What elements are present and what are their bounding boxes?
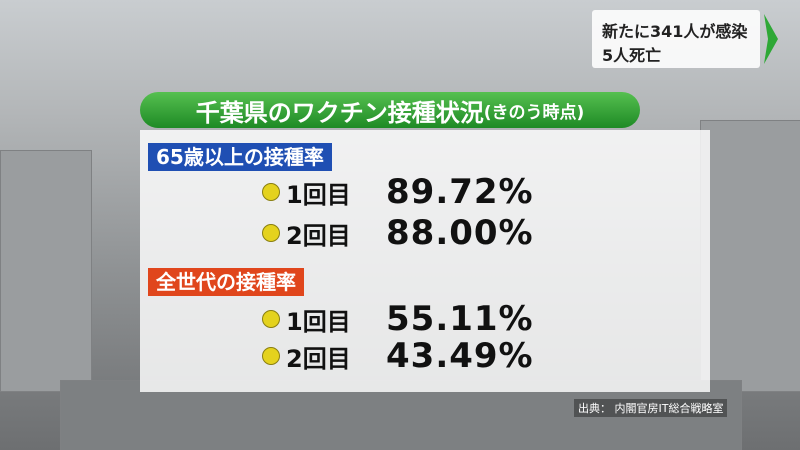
title: 千葉県のワクチン接種状況 [195, 98, 484, 127]
row: 2回目 88.00% [262, 213, 534, 253]
bullet [262, 347, 280, 365]
bullet [262, 183, 280, 201]
rate: 89.72% [386, 172, 534, 212]
rate: 55.11% [386, 299, 534, 339]
dose-label: 2回目 [286, 344, 351, 373]
rate: 43.49% [386, 336, 534, 376]
building [0, 150, 92, 392]
dose-label: 1回目 [286, 180, 351, 209]
row: 2回目 43.49% [262, 336, 534, 376]
section-heading: 65歳以上の接種率 [148, 143, 332, 171]
panel [140, 130, 710, 392]
row: 1回目 55.11% [262, 299, 534, 339]
ticker: 新たに341人が感染 5人死亡 [592, 10, 760, 68]
dose-label: 2回目 [286, 221, 351, 250]
title-bar: 千葉県のワクチン接種状況 (きのう時点) [140, 92, 640, 128]
chevron [764, 14, 778, 64]
subtitle: (きのう時点) [483, 102, 585, 123]
bullet [262, 310, 280, 328]
building [700, 120, 800, 392]
bullet [262, 224, 280, 242]
section-heading: 全世代の接種率 [148, 268, 304, 296]
dose-label: 1回目 [286, 307, 351, 336]
ticker-line: 5人死亡 [602, 46, 662, 65]
row: 1回目 89.72% [262, 172, 534, 212]
rate: 88.00% [386, 213, 534, 253]
ticker-line: 新たに341人が感染 [602, 22, 748, 41]
source: 出典： 内閣官房IT総合戦略室 [574, 399, 728, 417]
